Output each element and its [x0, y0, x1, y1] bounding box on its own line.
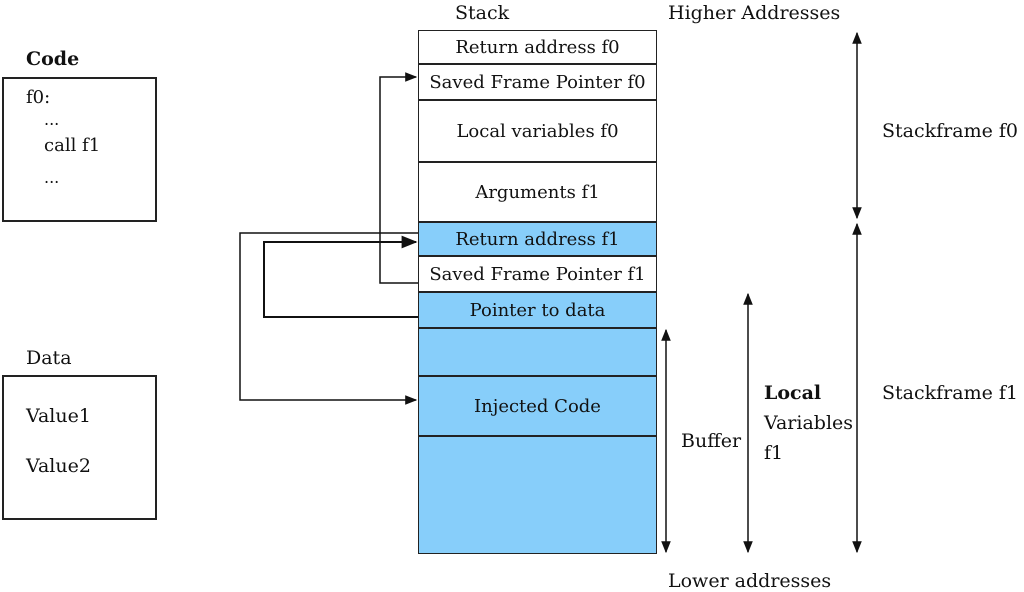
stack-cell-saved-frame-pointer-f0: Saved Frame Pointer f0: [418, 64, 657, 100]
stack-cell-injected-code: Injected Code: [418, 376, 657, 436]
local-variables-label-line3: f1: [764, 442, 784, 464]
data-box: Value1 Value2: [2, 375, 157, 520]
higher-addresses-label: Higher Addresses: [668, 2, 841, 24]
code-line: f0:: [26, 87, 51, 108]
stack-cell-return-address-f0: Return address f0: [418, 30, 657, 64]
stack-cell-return-address-f1: Return address f1: [418, 222, 657, 256]
buffer-label: Buffer: [681, 430, 742, 452]
saved-frame-pointer-link: [379, 72, 418, 284]
data-value: Value1: [26, 405, 91, 427]
data-title: Data: [26, 347, 72, 369]
stack-cell-buffer-top: [418, 328, 657, 376]
data-value: Value2: [26, 455, 91, 477]
stackframe-f1-label: Stackframe f1: [882, 382, 1018, 404]
stack-cell-arguments-f1: Arguments f1: [418, 162, 657, 222]
stackframe-f0-label: Stackframe f0: [882, 120, 1018, 142]
local-variables-label-line2: Variables: [764, 412, 854, 434]
lower-addresses-label: Lower addresses: [668, 570, 832, 592]
stack-cell-buffer-bottom: [418, 436, 657, 554]
code-line: call f1: [44, 135, 101, 156]
code-line: ...: [44, 110, 60, 129]
pointer-to-data-link: [263, 235, 418, 318]
code-box: f0: ... call f1 ...: [2, 77, 157, 222]
local-variables-label-line1: Local: [764, 382, 822, 404]
stack-cell-local-variables-f0: Local variables f0: [418, 100, 657, 162]
code-title: Code: [26, 48, 80, 70]
return-address-to-injected-code-link: [239, 232, 418, 405]
stack-cell-pointer-to-data: Pointer to data: [418, 292, 657, 328]
stack-cell-saved-frame-pointer-f1: Saved Frame Pointer f1: [418, 256, 657, 292]
code-line: ...: [44, 168, 60, 187]
stack-header: Stack: [455, 2, 510, 24]
